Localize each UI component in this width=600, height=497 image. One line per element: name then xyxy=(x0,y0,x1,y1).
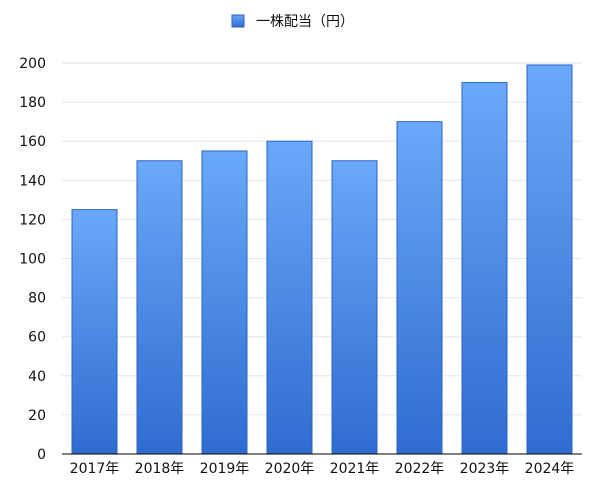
y-axis-tick-labels: 0 20 40 60 80 100 120 140 160 180 200 xyxy=(19,56,46,463)
y-tick-label: 20 xyxy=(28,408,46,424)
y-tick-label: 40 xyxy=(28,369,46,385)
bar xyxy=(331,160,378,455)
y-tick-label: 180 xyxy=(19,95,46,111)
bar xyxy=(526,64,573,455)
y-tick-label: 160 xyxy=(19,134,46,150)
y-tick-label: 120 xyxy=(19,212,46,228)
x-tick-label: 2021年 xyxy=(330,461,380,477)
bar xyxy=(136,160,183,455)
bar xyxy=(461,82,508,455)
y-tick-label: 140 xyxy=(19,173,46,189)
y-tick-label: 80 xyxy=(28,291,46,307)
legend-label: 一株配当（円） xyxy=(256,14,354,30)
x-tick-label: 2024年 xyxy=(525,461,575,477)
legend: 一株配当（円） xyxy=(231,14,354,30)
bar xyxy=(201,150,248,455)
bar xyxy=(396,121,443,455)
bars xyxy=(71,64,573,455)
x-tick-label: 2023年 xyxy=(460,461,510,477)
x-axis-tick-labels: 2017年 2018年 2019年 2020年 2021年 2022年 2023年 2024年 xyxy=(70,461,575,477)
y-tick-label: 200 xyxy=(19,56,46,72)
x-tick-label: 2019年 xyxy=(200,461,250,477)
bar xyxy=(71,209,118,455)
x-tick-label: 2020年 xyxy=(265,461,315,477)
x-tick-label: 2017年 xyxy=(70,461,120,477)
legend-swatch xyxy=(231,14,245,28)
bar xyxy=(266,140,313,455)
x-tick-label: 2022年 xyxy=(395,461,445,477)
y-tick-label: 60 xyxy=(28,330,46,346)
x-tick-label: 2018年 xyxy=(135,461,185,477)
y-tick-label: 100 xyxy=(19,252,46,268)
y-tick-label: 0 xyxy=(37,447,46,463)
